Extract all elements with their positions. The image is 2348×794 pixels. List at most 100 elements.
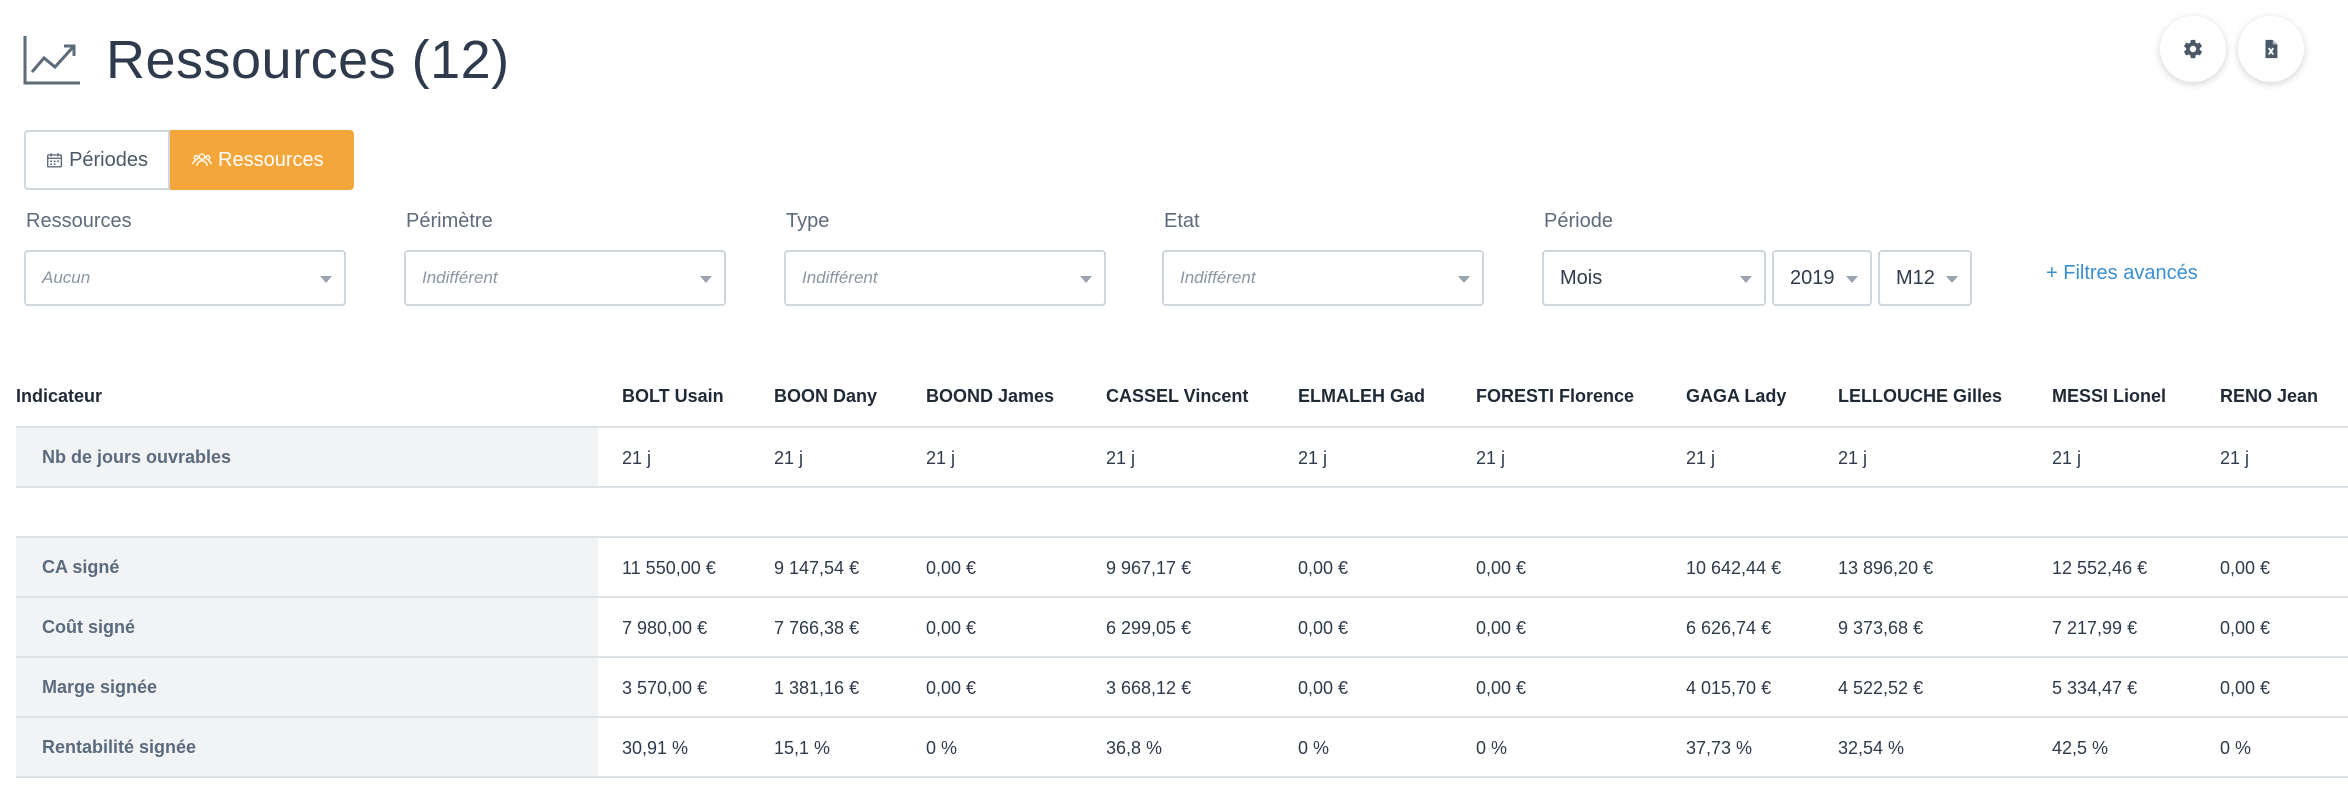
table-cell: 0,00 €: [1298, 618, 1349, 638]
etat-select[interactable]: Indifférent: [1162, 250, 1484, 306]
table-cell: 0,00 €: [1476, 558, 1527, 578]
table-cell: 30,91 %: [622, 738, 689, 758]
gear-icon: [2184, 39, 2202, 59]
tab-periodes-label: Périodes: [69, 148, 148, 171]
periode-year-value: 2019: [1790, 266, 1835, 289]
table-cell: 21 j: [1106, 448, 1136, 468]
column-header: ELMALEH Gad: [1298, 386, 1426, 406]
table-cell: 21 j: [926, 448, 956, 468]
column-header: BOLT Usain: [622, 386, 724, 406]
table-cell: 12 552,46 €: [2052, 558, 2148, 578]
table-cell: 0 %: [926, 738, 958, 758]
table-cell: 21 j: [1298, 448, 1328, 468]
table-cell: 4 015,70 €: [1686, 678, 1772, 698]
calendar-icon: [47, 153, 63, 168]
tab-ressources-label: Ressources: [218, 148, 324, 171]
table-cell: 32,54 %: [1838, 738, 1905, 758]
chevron-down-icon: [1740, 276, 1752, 283]
row-label: Coût signé: [16, 598, 598, 656]
ressources-select-value: Aucun: [42, 268, 91, 287]
table-header: Indicateur BOLT Usain BOON Dany BOOND Ja…: [16, 370, 2348, 426]
column-header: LELLOUCHE Gilles: [1838, 386, 2003, 406]
page-header: Ressources (12): [22, 28, 510, 92]
table-cell: 0 %: [1298, 738, 1330, 758]
table-cell: 7 217,99 €: [2052, 618, 2138, 638]
filter-label-periode: Période: [1544, 210, 1613, 232]
table-cell: 5 334,47 €: [2052, 678, 2138, 698]
table-cell: 15,1 %: [774, 738, 831, 758]
table-row: Nb de jours ouvrables 21 j 21 j 21 j 21 …: [16, 426, 2348, 488]
column-header-indicateur: Indicateur: [16, 386, 103, 406]
table-cell: 9 147,54 €: [774, 558, 860, 578]
export-excel-button[interactable]: [2238, 16, 2304, 82]
etat-select-value: Indifférent: [1180, 268, 1256, 287]
column-header: BOON Dany: [774, 386, 878, 406]
filter-label-etat: Etat: [1164, 210, 1200, 232]
table-cell: 21 j: [622, 448, 652, 468]
table-cell: 7 766,38 €: [774, 618, 860, 638]
table-cell: 13 896,20 €: [1838, 558, 1934, 578]
table-cell: 21 j: [1838, 448, 1868, 468]
column-header: RENO Jean: [2220, 386, 2319, 406]
table-cell: 0,00 €: [1476, 618, 1527, 638]
periode-unit-select[interactable]: Mois: [1542, 250, 1766, 306]
column-header: FORESTI Florence: [1476, 386, 1635, 406]
periode-month-select[interactable]: M12: [1878, 250, 1972, 306]
row-label: Marge signée: [16, 658, 598, 716]
chevron-down-icon: [320, 276, 332, 283]
table-row: Rentabilité signée 30,91 % 15,1 % 0 % 36…: [16, 718, 2348, 778]
indicators-table: Indicateur BOLT Usain BOON Dany BOOND Ja…: [16, 370, 2348, 778]
table-cell: 21 j: [2220, 448, 2250, 468]
type-select[interactable]: Indifférent: [784, 250, 1106, 306]
view-tabs: Périodes Ressources: [24, 130, 354, 190]
table-cell: 21 j: [774, 448, 804, 468]
table-cell: 10 642,44 €: [1686, 558, 1782, 578]
table-cell: 0 %: [2220, 738, 2252, 758]
tab-ressources[interactable]: Ressources: [170, 130, 354, 190]
chevron-down-icon: [1946, 276, 1958, 283]
table-cell: 11 550,00 €: [622, 558, 716, 578]
users-icon: [192, 153, 212, 166]
table-cell: 4 522,52 €: [1838, 678, 1924, 698]
table-cell: 36,8 %: [1106, 738, 1163, 758]
table-cell: 9 373,68 €: [1838, 618, 1924, 638]
ressources-select[interactable]: Aucun: [24, 250, 346, 306]
row-label: Nb de jours ouvrables: [16, 428, 598, 486]
periode-year-select[interactable]: 2019: [1772, 250, 1872, 306]
table-cell: 6 626,74 €: [1686, 618, 1772, 638]
perimetre-select-value: Indifférent: [422, 268, 498, 287]
table-cell: 0 %: [1476, 738, 1508, 758]
settings-button[interactable]: [2160, 16, 2226, 82]
type-select-value: Indifférent: [802, 268, 878, 287]
table-cell: 21 j: [1686, 448, 1716, 468]
chevron-down-icon: [700, 276, 712, 283]
table-cell: 3 570,00 €: [622, 678, 708, 698]
periode-unit-value: Mois: [1560, 266, 1603, 289]
column-header: MESSI Lionel: [2052, 386, 2167, 406]
table-cell: 21 j: [1476, 448, 1506, 468]
table-cell: 21 j: [2052, 448, 2082, 468]
filter-label-ressources: Ressources: [26, 210, 132, 232]
table-cell: 0,00 €: [1298, 558, 1349, 578]
table-row: Marge signée 3 570,00 € 1 381,16 € 0,00 …: [16, 658, 2348, 718]
perimetre-select[interactable]: Indifférent: [404, 250, 726, 306]
table-cell: 0,00 €: [1298, 678, 1349, 698]
table-cell: 0,00 €: [926, 678, 977, 698]
row-label: Rentabilité signée: [16, 718, 598, 776]
table-cell: 3 668,12 €: [1106, 678, 1192, 698]
excel-file-icon: [2265, 39, 2278, 59]
table-cell: 1 381,16 €: [774, 678, 860, 698]
periode-month-value: M12: [1896, 266, 1935, 289]
column-header: BOOND James: [926, 386, 1055, 406]
table-cell: 0,00 €: [2220, 558, 2271, 578]
chevron-down-icon: [1080, 276, 1092, 283]
table-cell: 7 980,00 €: [622, 618, 708, 638]
table-cell: 6 299,05 €: [1106, 618, 1192, 638]
table-cell: 42,5 %: [2052, 738, 2109, 758]
table-cell: 0,00 €: [1476, 678, 1527, 698]
tab-periodes[interactable]: Périodes: [24, 130, 170, 190]
page-title: Ressources (12): [106, 30, 510, 90]
table-cell: 0,00 €: [2220, 678, 2271, 698]
advanced-filters-link[interactable]: + Filtres avancés: [2046, 262, 2198, 284]
table-row: CA signé 11 550,00 € 9 147,54 € 0,00 € 9…: [16, 536, 2348, 598]
